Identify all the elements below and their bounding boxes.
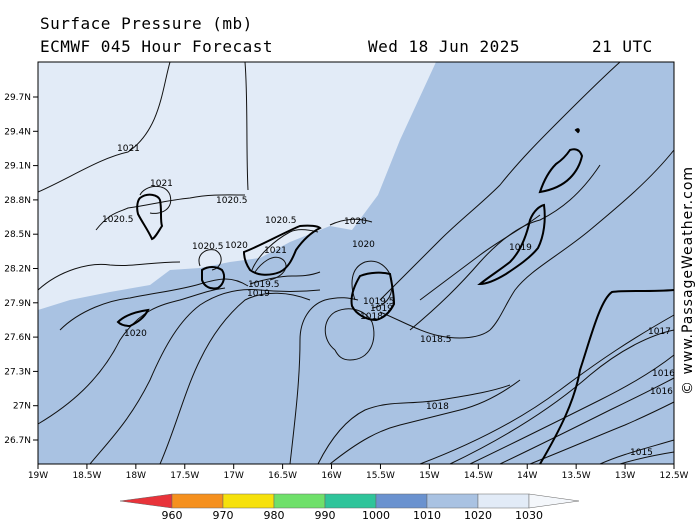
lon-tick-label: 13.5W	[562, 471, 591, 481]
lat-tick-label: 26.7N	[4, 436, 31, 446]
isobar-label: 1020	[124, 329, 147, 339]
lon-tick-label: 18.5W	[72, 471, 101, 481]
isobar-label: 1019	[370, 304, 393, 314]
islet-coast	[574, 128, 580, 134]
lon-tick-label: 12.5W	[660, 471, 689, 481]
colorbar-left-arrow	[119, 493, 173, 509]
lon-tick-label: 16W	[321, 471, 341, 481]
isobar-label: 1020.5	[192, 242, 224, 252]
lon-tick-label: 13W	[615, 471, 635, 481]
la-palma-coast	[136, 193, 164, 241]
isobar-label: 1020.5	[265, 216, 297, 226]
tenerife-coast	[242, 224, 322, 276]
forecast-time: 21 UTC	[592, 37, 653, 56]
isobar-label: 1019	[247, 289, 270, 299]
isobar-label: 1016	[652, 369, 675, 379]
lat-tick-label: 28.2N	[4, 265, 31, 275]
forecast-label: ECMWF 045 Hour Forecast	[40, 37, 274, 56]
isobar-label: 1015	[630, 448, 653, 458]
isobar-label: 1021	[264, 246, 287, 256]
isobar-lines	[37, 61, 675, 465]
map-frame	[37, 61, 675, 465]
lon-tick-label: 18W	[126, 471, 146, 481]
isobar-label: 1019.5	[248, 280, 280, 290]
longitude-axis: 19W 18.5W 18W 17.5W 17W 16.5W 16W 15.5W 15W 14.5W…	[28, 464, 689, 481]
lon-tick-label: 16.5W	[268, 471, 297, 481]
isobar-label: 1020	[352, 240, 375, 250]
lat-tick-label: 27.9N	[4, 299, 31, 309]
isobar-label: 1018	[360, 312, 383, 322]
lon-tick-label: 15.5W	[366, 471, 395, 481]
isobar-label: 1018	[426, 402, 449, 412]
colorbar-right-arrow	[528, 493, 580, 509]
lat-tick-label: 27.3N	[4, 367, 31, 377]
colorbar-label: 970	[213, 509, 234, 522]
lat-tick-label: 28.5N	[4, 230, 31, 240]
lat-tick-label: 28.8N	[4, 196, 31, 206]
isobar-label: 1020.5	[102, 215, 134, 225]
lat-tick-label: 27N	[13, 402, 31, 412]
colorbar-label: 990	[315, 509, 336, 522]
colorbar-segment	[222, 493, 275, 509]
isobar-label: 1018.5	[420, 335, 452, 345]
lat-tick-label: 29.4N	[4, 127, 31, 137]
colorbar-label: 960	[162, 509, 183, 522]
pressure-band-1020-1030	[38, 62, 436, 310]
lon-tick-label: 19W	[28, 471, 48, 481]
isobar-label: 1017	[648, 327, 671, 337]
lat-tick-label: 29.1N	[4, 162, 31, 172]
colorbar-segment	[273, 493, 326, 509]
lon-tick-label: 14.5W	[464, 471, 493, 481]
colorbar-label: 980	[264, 509, 285, 522]
lat-tick-label: 29.7N	[4, 93, 31, 103]
colorbar-label: 1000	[362, 509, 390, 522]
isobar-label: 1019	[509, 243, 532, 253]
lon-tick-label: 17W	[224, 471, 244, 481]
coastlines	[116, 128, 675, 465]
isobar-label: 1021	[117, 144, 140, 154]
lanzarote-coast	[538, 148, 584, 194]
isobar-label: 1020	[225, 241, 248, 251]
colorbar-label: 1020	[464, 509, 492, 522]
lat-tick-label: 27.6N	[4, 333, 31, 343]
isobar-label: 1016	[650, 387, 673, 397]
african-coast	[539, 289, 675, 465]
isobar-label: 1020	[344, 217, 367, 227]
isobar-label: 1020.5	[216, 196, 248, 206]
isobar-labels: 1021 1021 1020.5 1020.5 1020.5 1020.5 10…	[102, 144, 675, 458]
isobar-label: 1021	[150, 179, 173, 189]
colorbar-segment	[477, 493, 530, 509]
la-gomera-coast	[201, 266, 226, 290]
colorbar-segment	[324, 493, 377, 509]
lon-tick-label: 15W	[419, 471, 439, 481]
latitude-axis: 29.7N 29.4N 29.1N 28.8N 28.5N 28.2N 27.9N 27.6N…	[4, 93, 38, 446]
fuerteventura-coast	[477, 203, 546, 286]
credit-text: © www.PassageWeather.com	[680, 165, 696, 395]
lon-tick-label: 14W	[517, 471, 537, 481]
lon-tick-label: 17.5W	[170, 471, 199, 481]
pressure-colorbar: 960 970 980 990 1000 1010 1020 1030	[119, 493, 580, 522]
colorbar-segment	[171, 493, 224, 509]
colorbar-segment	[426, 493, 479, 509]
forecast-date: Wed 18 Jun 2025	[368, 37, 520, 56]
colorbar-label: 1010	[413, 509, 441, 522]
map-title: Surface Pressure (mb)	[40, 14, 253, 33]
el-hierro-coast	[116, 308, 150, 328]
colorbar-segment	[375, 493, 428, 509]
gran-canaria-coast	[350, 271, 396, 322]
isobar-label: 1019.5	[363, 297, 395, 307]
colorbar-label: 1030	[515, 509, 543, 522]
